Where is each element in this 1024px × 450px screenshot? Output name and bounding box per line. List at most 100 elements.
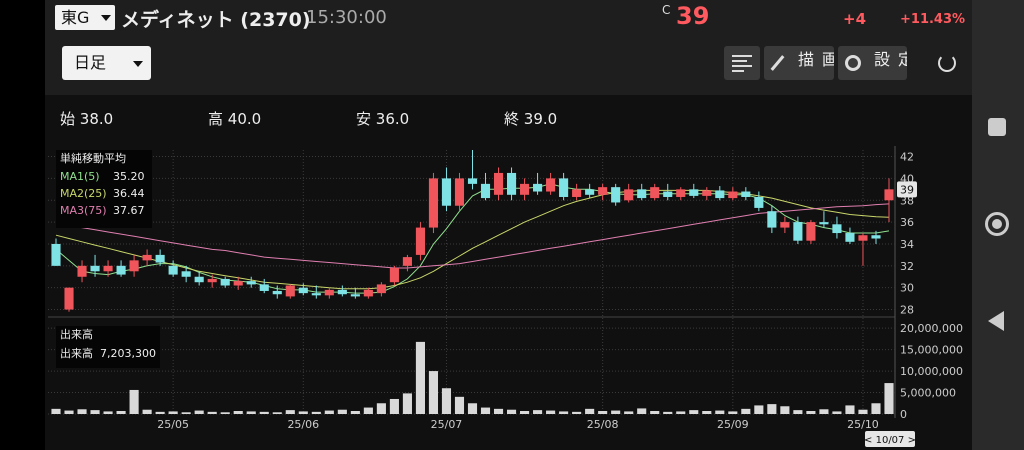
candle-body (884, 189, 894, 201)
volume-bar (324, 410, 334, 414)
y-tick-label: 0 (900, 408, 907, 421)
volume-bar (298, 411, 308, 414)
recent-apps-button[interactable] (988, 118, 1006, 136)
cursor-label: < 10/07 > (864, 435, 916, 446)
volume-bar (350, 410, 360, 414)
refresh-button[interactable] (938, 54, 956, 72)
candle-body (441, 178, 452, 206)
ohlc-value: 40.0 (227, 110, 262, 128)
candle-body (585, 189, 595, 195)
candle-body (454, 178, 465, 206)
candle-body (493, 172, 504, 195)
ohlc-value: 39.0 (523, 110, 558, 128)
candle-body (129, 260, 139, 272)
candle-body (702, 190, 712, 196)
candle-body (181, 271, 191, 277)
volume-bar (207, 411, 217, 414)
candle-body (611, 187, 621, 203)
period-label: 日足 (74, 53, 107, 72)
volume-bar (767, 404, 777, 414)
legend-value: 35.20 (113, 170, 145, 183)
candle-body (754, 196, 764, 208)
candle-body (77, 265, 87, 277)
volume-bar (142, 409, 152, 414)
candle-body (728, 191, 738, 199)
volume-bar (77, 409, 87, 414)
x-tick-label: 25/10 (847, 418, 879, 431)
volume-bar (728, 411, 738, 414)
ohlc-item: 終 39.0 (504, 108, 557, 129)
price-badge (897, 181, 917, 198)
candle-body (819, 222, 829, 225)
volume-bar (780, 406, 790, 414)
ohlc-label: 高 (208, 110, 224, 128)
x-tick-label: 25/05 (157, 418, 189, 431)
candle-body (546, 178, 556, 192)
volume-value: 7,203,300 (100, 347, 156, 360)
y-tick-label: 34 (900, 238, 914, 251)
candle-body (220, 278, 230, 286)
candle-body (650, 187, 660, 199)
back-button[interactable] (988, 311, 1004, 331)
candle-body (324, 289, 334, 296)
settings-button[interactable]: 設定 (838, 46, 907, 80)
volume-bar (103, 411, 113, 414)
ohlc-item: 安 36.0 (356, 108, 409, 129)
candle-body (116, 265, 126, 275)
legend-label: MA3(75) (60, 204, 107, 217)
candle-body (350, 294, 360, 297)
indicator-button[interactable] (724, 46, 760, 80)
candle-body (272, 290, 282, 295)
candle-body (298, 287, 308, 294)
y-tick-label: 42 (900, 151, 914, 164)
quote-time: 15:30:00 (306, 7, 387, 28)
draw-button[interactable]: 描画 (764, 46, 834, 80)
volume-bar (337, 409, 347, 414)
candle-body (741, 191, 751, 197)
exchange-select[interactable]: 東G (55, 5, 115, 30)
volume-bar (533, 410, 543, 414)
volume-bar (194, 410, 204, 414)
volume-bar (51, 408, 61, 414)
volume-bar (637, 408, 647, 414)
home-button[interactable] (985, 212, 1009, 236)
price-badge-label: 39 (900, 183, 914, 196)
volume-bar (832, 411, 842, 414)
chart: 283032343638404205,000,00010,000,00015,0… (48, 146, 963, 447)
price-change: +4 (843, 10, 867, 28)
volume-bar (806, 410, 816, 414)
volume-bar (90, 410, 100, 414)
volume-bar (819, 409, 829, 414)
volume-bar (233, 410, 243, 414)
period-select[interactable]: 日足 (62, 46, 151, 80)
y-tick-label: 28 (900, 304, 914, 317)
legend-label: MA2(25) (60, 187, 107, 200)
candle-body (480, 183, 491, 199)
ma-line (55, 189, 890, 290)
candle-body (871, 235, 881, 239)
y-tick-label: 20,000,000 (900, 322, 963, 335)
candle-body (194, 276, 204, 283)
candle-body (311, 293, 321, 296)
volume-bar (272, 412, 282, 414)
settings-label: 設定 (874, 50, 907, 69)
volume-bar (572, 411, 582, 414)
candle-body (832, 224, 842, 234)
x-tick-label: 25/08 (587, 418, 619, 431)
ohlc-value: 36.0 (375, 110, 410, 128)
y-tick-label: 30 (900, 282, 914, 295)
volume-title: 出来高 (60, 327, 93, 341)
candle-body (572, 189, 582, 197)
volume-bar (702, 410, 712, 414)
candle-body (259, 284, 269, 291)
volume-bar (715, 410, 725, 414)
volume-bar (858, 409, 868, 414)
candle-body (376, 284, 386, 294)
volume-bar (402, 393, 412, 414)
ohlc-label: 安 (356, 110, 372, 128)
stock-name: メディネット (2370) (121, 5, 311, 32)
price-change-pct: +11.43% (900, 12, 966, 27)
candle-body (207, 278, 217, 283)
volume-bar (129, 389, 139, 414)
y-tick-label: 5,000,000 (900, 387, 956, 400)
